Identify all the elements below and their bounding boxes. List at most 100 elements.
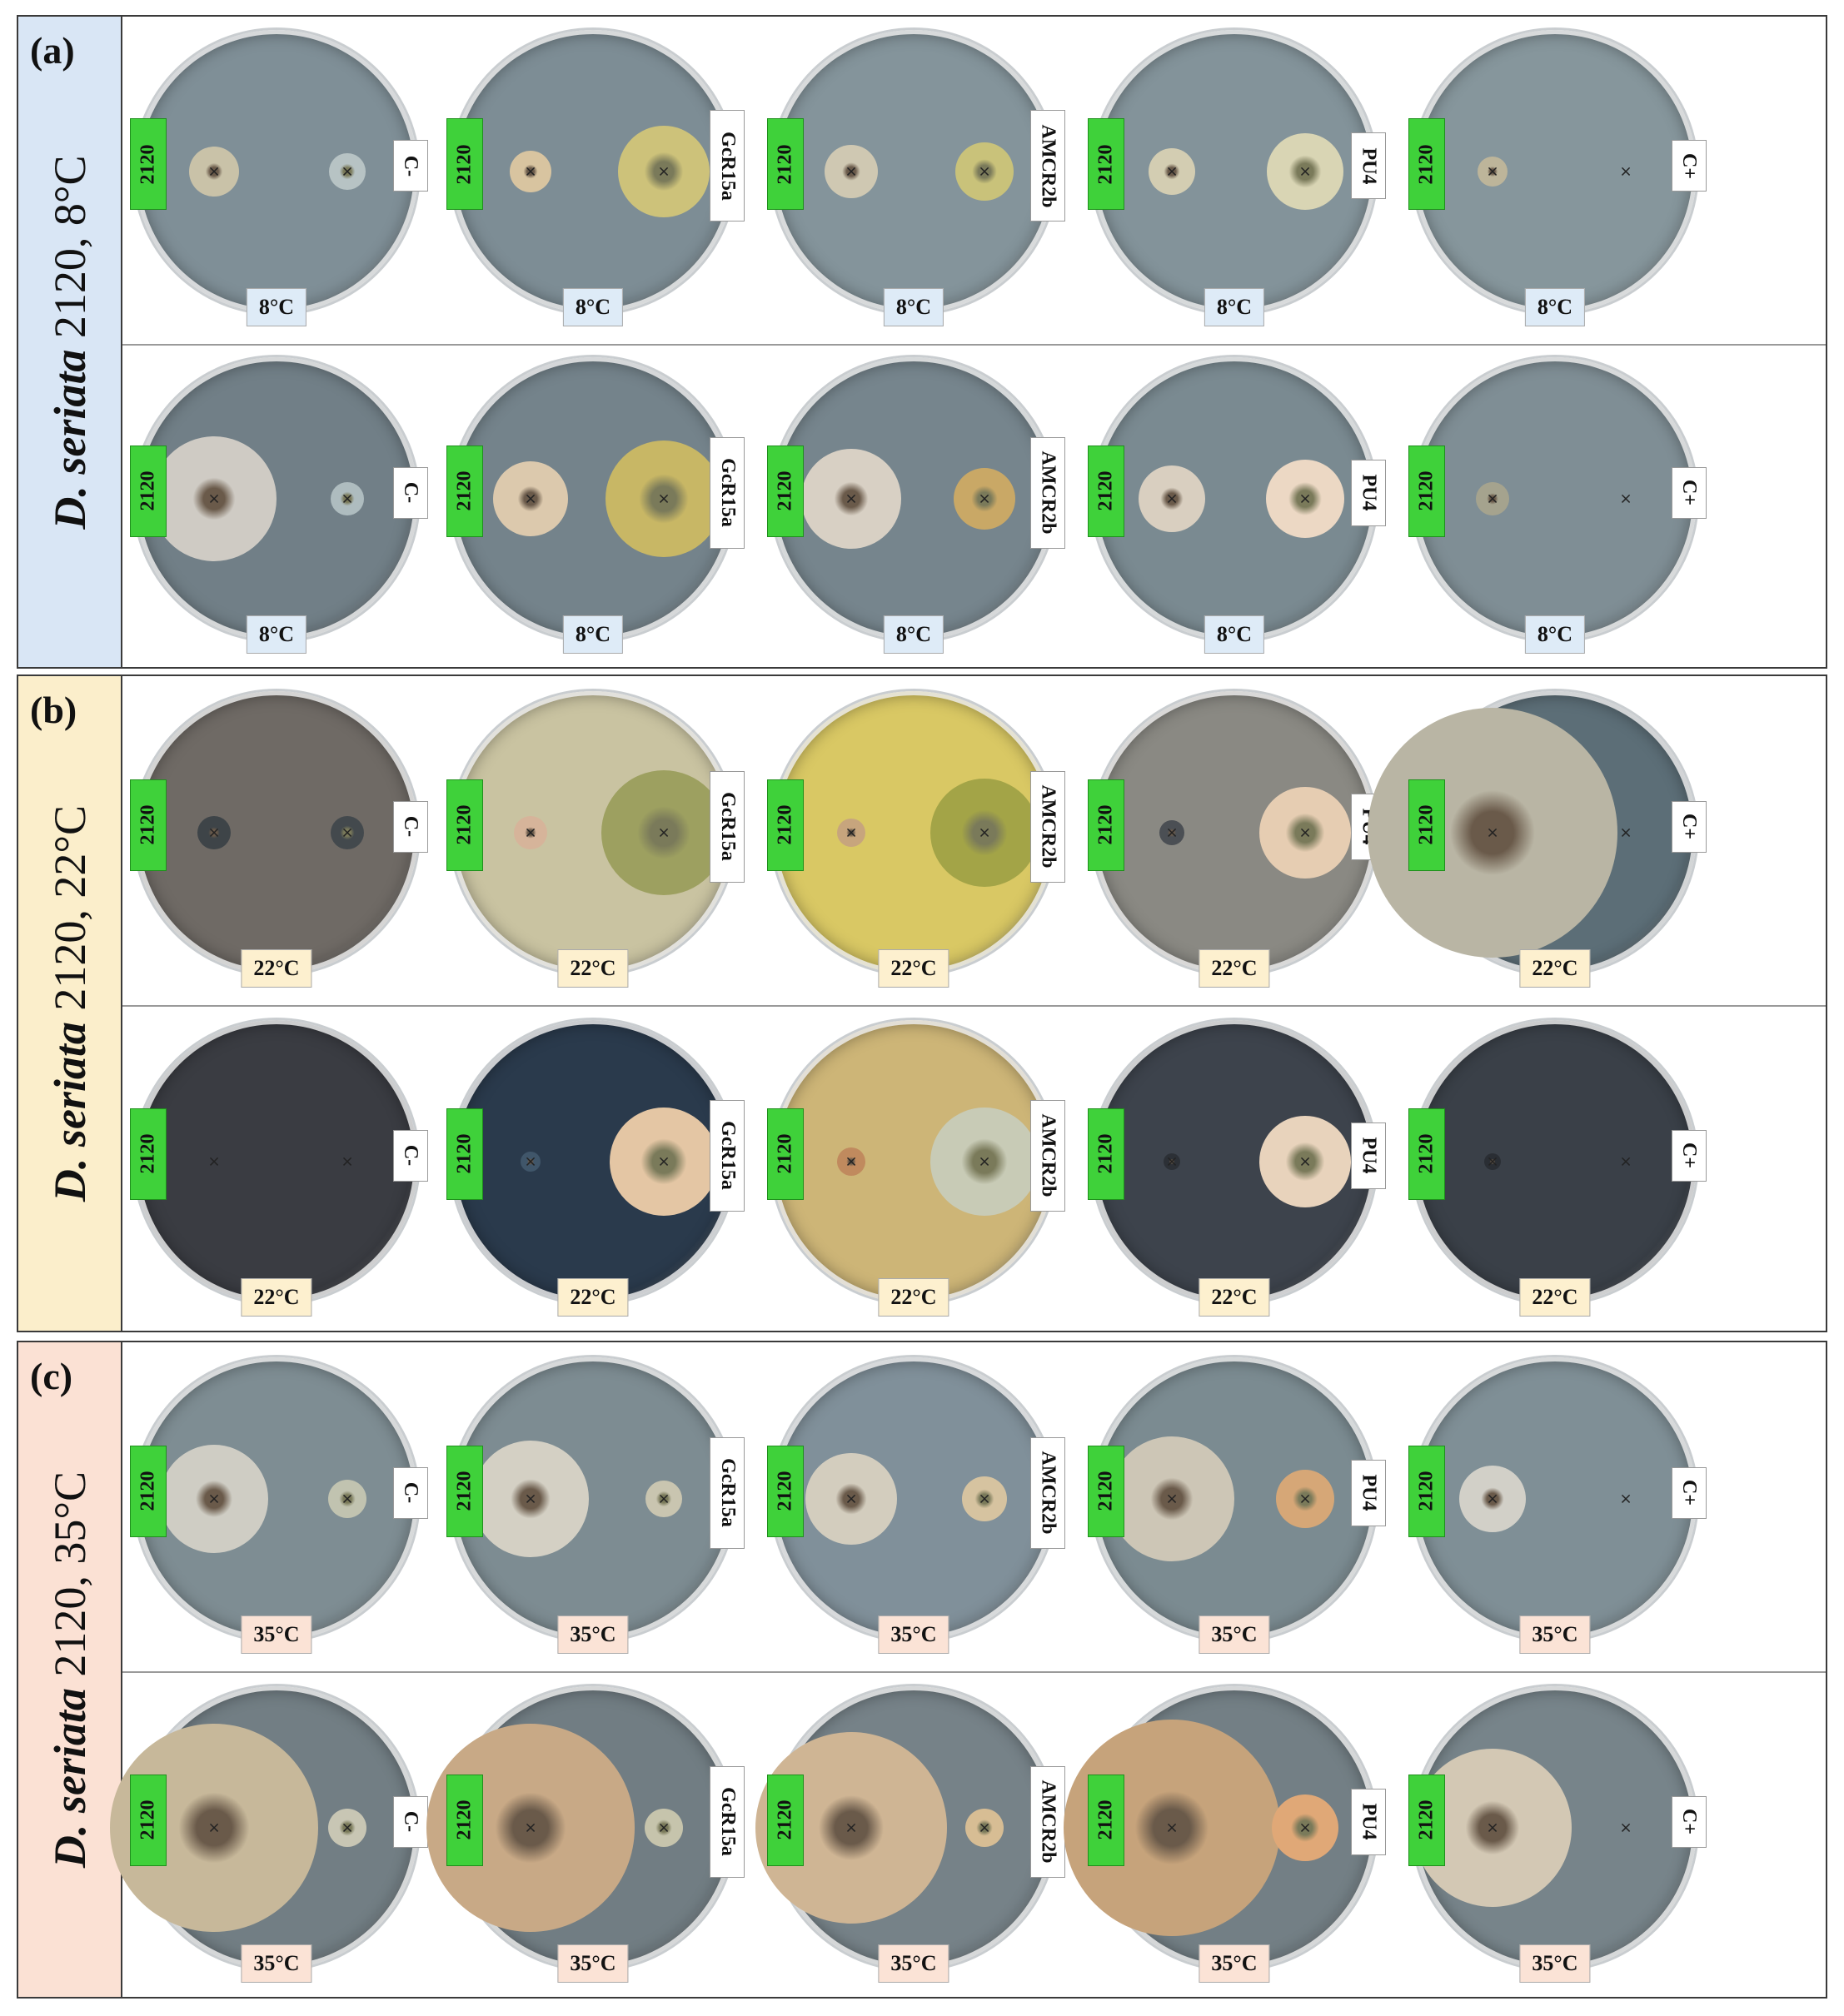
strain-tag-text: 2120 xyxy=(774,470,796,511)
antagonist-colony xyxy=(1259,786,1351,879)
temperature-label: 22°C xyxy=(878,1277,949,1317)
strain-tag: 2120 xyxy=(1408,445,1445,537)
antagonist-tag: GcR15a xyxy=(710,770,745,883)
pathogen-colony xyxy=(1139,465,1205,532)
antagonist-colony xyxy=(954,467,1015,530)
antagonist-tag-text: C+ xyxy=(1678,480,1701,506)
species-name: D. seriata xyxy=(45,1688,95,1869)
antagonist-tag-text: AMCR2b xyxy=(1037,1780,1059,1864)
antagonist-tag: C+ xyxy=(1672,1466,1707,1519)
strain-tag: 2120 xyxy=(130,1774,167,1866)
temperature-label: 8°C xyxy=(1204,615,1265,654)
antagonist-tag: C+ xyxy=(1672,800,1707,853)
petri-dish: × × xyxy=(772,690,1055,974)
temperature-label: 8°C xyxy=(1524,615,1586,654)
inoculation-mark: × xyxy=(524,162,537,181)
inoculation-mark: × xyxy=(978,824,991,841)
inoculation-mark: × xyxy=(1165,1152,1179,1170)
petri-dish: × × xyxy=(451,356,735,640)
antagonist-tag: AMCR2b xyxy=(1030,1099,1065,1212)
strain-tag: 2120 xyxy=(767,1774,804,1866)
inoculation-mark: × xyxy=(341,1152,354,1170)
inoculation-mark: × xyxy=(1486,490,1499,508)
inoculation-mark: × xyxy=(207,1490,221,1507)
inoculation-mark: × xyxy=(1298,1152,1312,1170)
strain-tag: 2120 xyxy=(1408,1108,1445,1200)
panel: (a)D. seriata 2120, 8°C7 d××2120C-8°C××2… xyxy=(17,15,1827,669)
panel-letter: (c) xyxy=(30,1355,73,1397)
inoculation-mark: × xyxy=(845,1152,858,1170)
antagonist-tag-text: PU4 xyxy=(1358,1137,1380,1174)
antagonist-tag-text: AMCR2b xyxy=(1037,784,1059,869)
antagonist-tag-text: C- xyxy=(400,1481,422,1504)
temperature-label: 35°C xyxy=(1199,1944,1270,1983)
strain-tag-text: 2120 xyxy=(1094,804,1117,845)
panel-side-label: (a) D. seriata 2120, 8°C xyxy=(18,17,122,667)
strain-tag-text: 2120 xyxy=(453,144,476,185)
temperature-label: 22°C xyxy=(1199,1277,1270,1317)
petri-dish: × × xyxy=(426,1685,735,1969)
petri-dish: × × xyxy=(1413,1019,1697,1303)
antagonist-tag: C+ xyxy=(1672,140,1707,192)
strain-tag-text: 2120 xyxy=(453,1799,476,1840)
antagonist-tag-text: GcR15a xyxy=(716,1787,739,1856)
inoculation-mark: × xyxy=(845,824,858,841)
antagonist-colony xyxy=(955,142,1014,202)
inoculation-mark: × xyxy=(341,1819,354,1836)
petri-dish: × × xyxy=(135,30,418,314)
strain-tag: 2120 xyxy=(1088,1108,1124,1200)
antagonist-colony xyxy=(329,153,366,191)
antagonist-tag-text: C- xyxy=(400,1144,422,1167)
antagonist-tag-text: C+ xyxy=(1678,1808,1701,1835)
temperature-label: 35°C xyxy=(878,1944,949,1983)
antagonist-tag: GcR15a xyxy=(710,110,745,222)
antagonist-tag: PU4 xyxy=(1351,1459,1386,1526)
temperature-label: 8°C xyxy=(246,615,307,654)
temperature-label: 8°C xyxy=(562,288,624,327)
strain-tag: 2120 xyxy=(130,1108,167,1200)
antagonist-colony xyxy=(618,126,710,218)
strain-tag-text: 2120 xyxy=(1094,1799,1117,1840)
antagonist-tag-text: AMCR2b xyxy=(1037,1451,1059,1535)
antagonist-tag: C+ xyxy=(1672,466,1707,519)
antagonist-tag: PU4 xyxy=(1351,1788,1386,1855)
antagonist-colony xyxy=(1276,1469,1334,1528)
antagonist-colony xyxy=(1259,1115,1351,1207)
strain-tag: 2120 xyxy=(1408,779,1445,871)
petri-dish: × × xyxy=(772,1019,1055,1303)
antagonist-tag-text: C+ xyxy=(1678,1142,1701,1169)
petri-dish: × × xyxy=(135,690,418,974)
pathogen-colony xyxy=(521,1151,541,1172)
inoculation-mark: × xyxy=(341,162,354,181)
antagonist-tag-text: AMCR2b xyxy=(1037,450,1059,535)
temperature-label: 22°C xyxy=(557,948,629,988)
inoculation-mark: × xyxy=(1298,1490,1312,1507)
inoculation-mark: × xyxy=(524,824,537,841)
strain-tag: 2120 xyxy=(767,1108,804,1200)
petri-dish: × × xyxy=(1093,1356,1376,1640)
row-divider xyxy=(122,1671,1826,1673)
pathogen-colony xyxy=(1164,1152,1180,1170)
inoculation-mark: × xyxy=(1298,824,1312,841)
antagonist-tag: AMCR2b xyxy=(1030,1436,1065,1549)
petri-dish: × × xyxy=(135,356,418,640)
inoculation-mark: × xyxy=(1619,1819,1632,1836)
pathogen-colony xyxy=(472,1440,589,1557)
panel: (b)D. seriata 2120, 22°C7 d××2120C-22°C×… xyxy=(17,674,1827,1332)
inoculation-mark: × xyxy=(341,490,354,508)
strain-tag-text: 2120 xyxy=(1094,144,1117,185)
petri-dish: × × xyxy=(772,356,1055,640)
temperature-label: 22°C xyxy=(241,1277,312,1317)
temperature-label: 35°C xyxy=(557,1944,629,1983)
antagonist-colony xyxy=(328,1808,366,1847)
strain-tag: 2120 xyxy=(446,445,483,537)
antagonist-tag: C+ xyxy=(1672,1129,1707,1182)
antagonist-tag-text: GcR15a xyxy=(716,131,739,201)
strain-tag-text: 2120 xyxy=(137,804,159,845)
strain-tag-text: 2120 xyxy=(774,804,796,845)
temperature-label: 35°C xyxy=(878,1615,949,1654)
petri-dish: × × xyxy=(772,30,1055,314)
antagonist-colony xyxy=(1266,459,1344,538)
temperature-label: 35°C xyxy=(1199,1615,1270,1654)
antagonist-tag: GcR15a xyxy=(710,436,745,549)
